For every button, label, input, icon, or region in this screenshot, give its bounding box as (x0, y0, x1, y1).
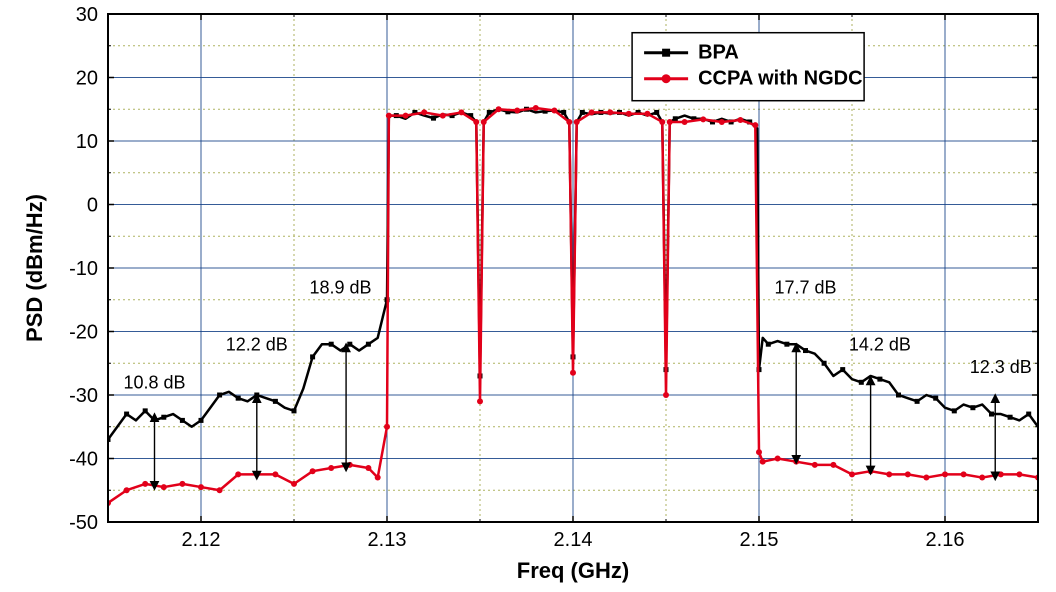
psd-chart: 10.8 dB 12.2 dB 18.9 dB 17.7 dB 14.2 dB 12.3 … (0, 0, 1056, 592)
y-tick-label: -50 (69, 512, 98, 534)
y-axis-label: PSD (dBm/Hz) (22, 194, 47, 342)
legend-label: BPA (698, 42, 739, 64)
x-tick-label: 2.12 (182, 529, 221, 551)
delta-label: 10.8 dB (123, 373, 185, 393)
y-tick-label: 0 (87, 195, 98, 217)
x-tick-label: 2.16 (926, 529, 965, 551)
legend: BPA CCPA with NGDC (632, 33, 864, 101)
delta-label: 14.2 dB (849, 335, 911, 355)
x-tick-label: 2.15 (740, 529, 779, 551)
y-tick-label: 30 (76, 4, 98, 26)
y-tick-label: 10 (76, 131, 98, 153)
legend-label: CCPA with NGDC (698, 68, 862, 90)
delta-label: 18.9 dB (309, 277, 371, 297)
delta-label: 12.2 dB (226, 335, 288, 355)
y-tick-label: 20 (76, 68, 98, 90)
x-tick-label: 2.14 (554, 529, 593, 551)
delta-label: 17.7 dB (774, 277, 836, 297)
psd-chart-container: 10.8 dB 12.2 dB 18.9 dB 17.7 dB 14.2 dB 12.3 … (0, 0, 1056, 592)
x-axis-label: Freq (GHz) (517, 558, 629, 583)
y-tick-label: -20 (69, 322, 98, 344)
y-tick-label: -10 (69, 258, 98, 280)
y-tick-label: -40 (69, 449, 98, 471)
x-tick-label: 2.13 (368, 529, 407, 551)
y-tick-label: -30 (69, 385, 98, 407)
delta-label: 12.3 dB (970, 357, 1032, 377)
